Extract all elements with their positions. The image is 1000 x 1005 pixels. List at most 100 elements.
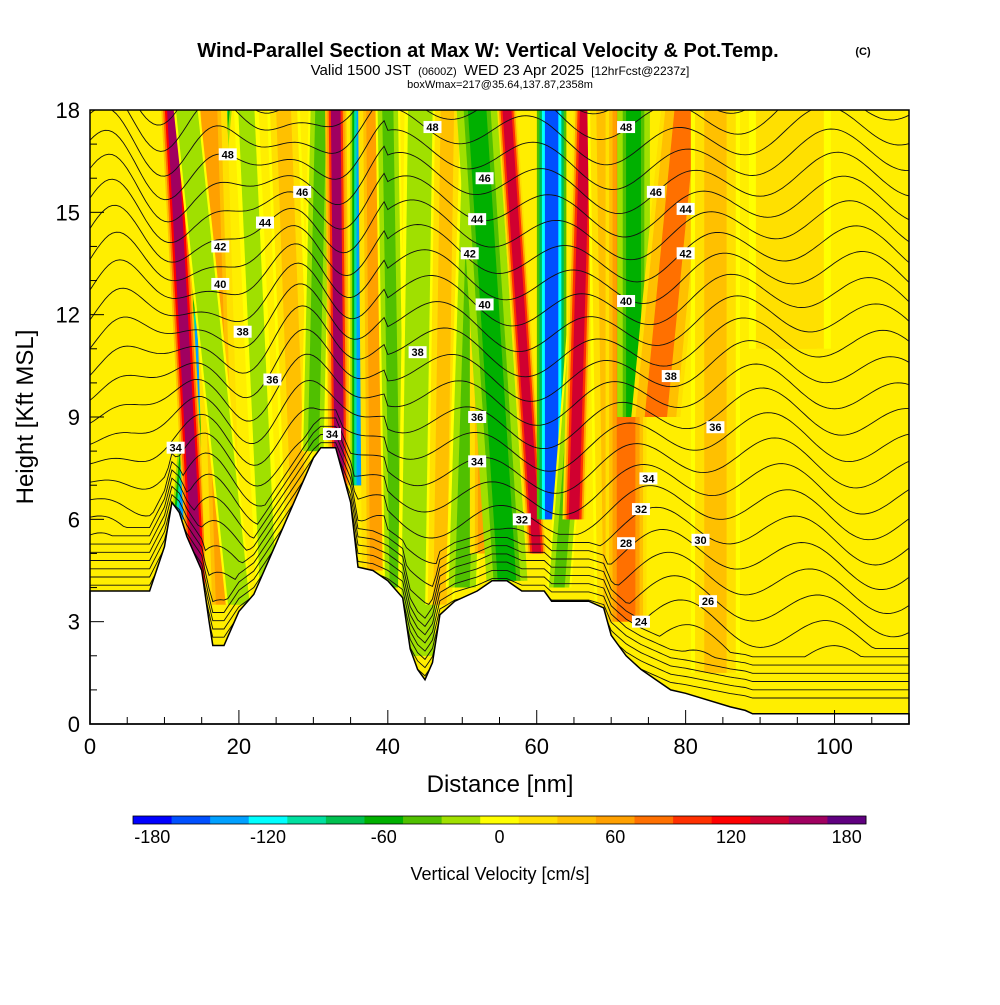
theta-label-text: 28 bbox=[620, 538, 632, 550]
theta-contour-line bbox=[90, 483, 909, 658]
colorbar-swatch bbox=[750, 816, 790, 824]
theta-label-bg bbox=[631, 503, 650, 516]
theta-contour-label: 32 bbox=[512, 513, 531, 526]
colorbar-swatch bbox=[325, 816, 365, 824]
vv-band-level bbox=[240, 110, 275, 605]
vv-band bbox=[173, 110, 253, 605]
vv-band bbox=[562, 110, 597, 520]
colorbar-swatch bbox=[441, 816, 481, 824]
theta-label-text: 44 bbox=[471, 214, 484, 226]
colorbar-swatch bbox=[287, 816, 327, 824]
theta-label-text: 34 bbox=[326, 429, 339, 441]
x-tick-label: 100 bbox=[816, 734, 853, 759]
theta-label-text: 40 bbox=[620, 296, 632, 308]
colorbar: -180 -120 -60 0 60 120 180 bbox=[132, 815, 867, 847]
theta-contour-label: 34 bbox=[166, 441, 185, 455]
theta-contour-line bbox=[90, 466, 909, 638]
theta-label-text: 36 bbox=[471, 412, 483, 424]
colorbar-swatch bbox=[480, 816, 520, 824]
theta-contour-line bbox=[90, 425, 909, 517]
colorbar-tick-label: -180 bbox=[134, 827, 170, 847]
chart-subtitle: Valid 1500 JST (0600Z) WED 23 Apr 2025 [… bbox=[311, 62, 690, 79]
theta-label-bg bbox=[468, 213, 487, 226]
theta-contour-line bbox=[90, 110, 909, 177]
theta-label-text: 34 bbox=[471, 456, 484, 468]
theta-contour-label: 42 bbox=[676, 247, 695, 260]
theta-label-text: 36 bbox=[266, 374, 278, 386]
theta-contour-line bbox=[126, 110, 909, 152]
theta-label-bg bbox=[661, 370, 680, 383]
theta-contour-label: 34 bbox=[322, 428, 341, 441]
theta-label-bg bbox=[255, 216, 274, 229]
theta-contour-label: 46 bbox=[475, 172, 494, 185]
colorbar-swatch bbox=[248, 816, 288, 824]
theta-label-text: 26 bbox=[702, 596, 714, 608]
colorbar-swatch bbox=[133, 816, 173, 824]
potential-temperature-labels: 48 46 44 42 40 38 36 34 34 48 46 44 42 40 38 36 34 32 48 46… bbox=[166, 121, 725, 629]
colorbar-label: Vertical Velocity [cm/s] bbox=[410, 864, 589, 884]
y-tick-label: 12 bbox=[56, 303, 80, 328]
theta-contour-label: 34 bbox=[468, 455, 487, 468]
theta-label-bg bbox=[475, 298, 494, 311]
colorbar-tick-label: -120 bbox=[250, 827, 286, 847]
theta-label-text: 46 bbox=[296, 187, 308, 199]
theta-contour-line bbox=[90, 283, 909, 353]
vv-band-level bbox=[544, 110, 559, 520]
theta-contour-label: 48 bbox=[218, 148, 237, 161]
x-tick-label: 20 bbox=[227, 734, 251, 759]
x-tick-label: 40 bbox=[376, 734, 400, 759]
theta-contour-line bbox=[90, 407, 909, 472]
theta-label-bg bbox=[211, 277, 230, 290]
vv-band bbox=[690, 110, 740, 673]
colorbar-tick-label: 60 bbox=[605, 827, 625, 847]
vv-band-level bbox=[704, 110, 727, 673]
colorbar-swatch bbox=[827, 816, 867, 824]
theta-label-text: 46 bbox=[478, 173, 490, 185]
theta-label-text: 34 bbox=[169, 443, 182, 455]
x-tick-label: 80 bbox=[673, 734, 697, 759]
theta-contour-line bbox=[90, 305, 909, 378]
vertical-velocity-field bbox=[90, 110, 909, 724]
colorbar-frame bbox=[132, 815, 867, 825]
theta-label-bg bbox=[468, 411, 487, 423]
theta-label-bg bbox=[408, 346, 427, 359]
theta-label-text: 38 bbox=[411, 347, 423, 359]
theta-contour-label: 48 bbox=[617, 121, 636, 134]
vv-band bbox=[375, 110, 408, 588]
vv-band-level bbox=[382, 110, 401, 588]
theta-label-bg bbox=[460, 247, 479, 260]
vv-band-level bbox=[433, 110, 455, 605]
theta-label-bg bbox=[166, 441, 185, 454]
vv-band-level bbox=[307, 110, 327, 452]
theta-contour-line bbox=[90, 379, 909, 450]
theta-label-bg bbox=[617, 295, 636, 308]
theta-contour-label: 36 bbox=[468, 411, 487, 424]
theta-label-bg bbox=[676, 202, 695, 215]
theta-contour-line bbox=[90, 442, 909, 566]
vv-band bbox=[161, 110, 209, 588]
colorbar-tick-label: 0 bbox=[494, 827, 504, 847]
vv-band bbox=[456, 110, 528, 581]
colorbar-swatch bbox=[634, 816, 674, 824]
vv-band bbox=[748, 110, 831, 349]
theta-contour-label: 42 bbox=[211, 240, 230, 253]
theta-contour-line bbox=[90, 328, 909, 402]
y-axis: 0 3 6 9 12 15 18 bbox=[56, 98, 104, 737]
theta-label-bg bbox=[631, 615, 650, 628]
theta-contour-line bbox=[90, 450, 909, 590]
colorbar-swatch bbox=[595, 816, 636, 824]
y-tick-label: 3 bbox=[68, 610, 80, 635]
vertical-velocity-bands bbox=[161, 110, 831, 673]
theta-label-bg bbox=[691, 533, 710, 546]
theta-label-text: 40 bbox=[478, 299, 490, 311]
theta-contour-label: 34 bbox=[639, 472, 658, 485]
theta-label-bg bbox=[676, 247, 695, 260]
theta-label-bg bbox=[322, 428, 341, 441]
theta-label-bg bbox=[706, 421, 725, 434]
theta-contour-line bbox=[90, 199, 909, 263]
theta-contour-label: 40 bbox=[475, 298, 494, 311]
theta-contour-line bbox=[90, 475, 909, 650]
theta-contour-line bbox=[90, 417, 909, 494]
colorbar-swatch bbox=[711, 816, 751, 824]
